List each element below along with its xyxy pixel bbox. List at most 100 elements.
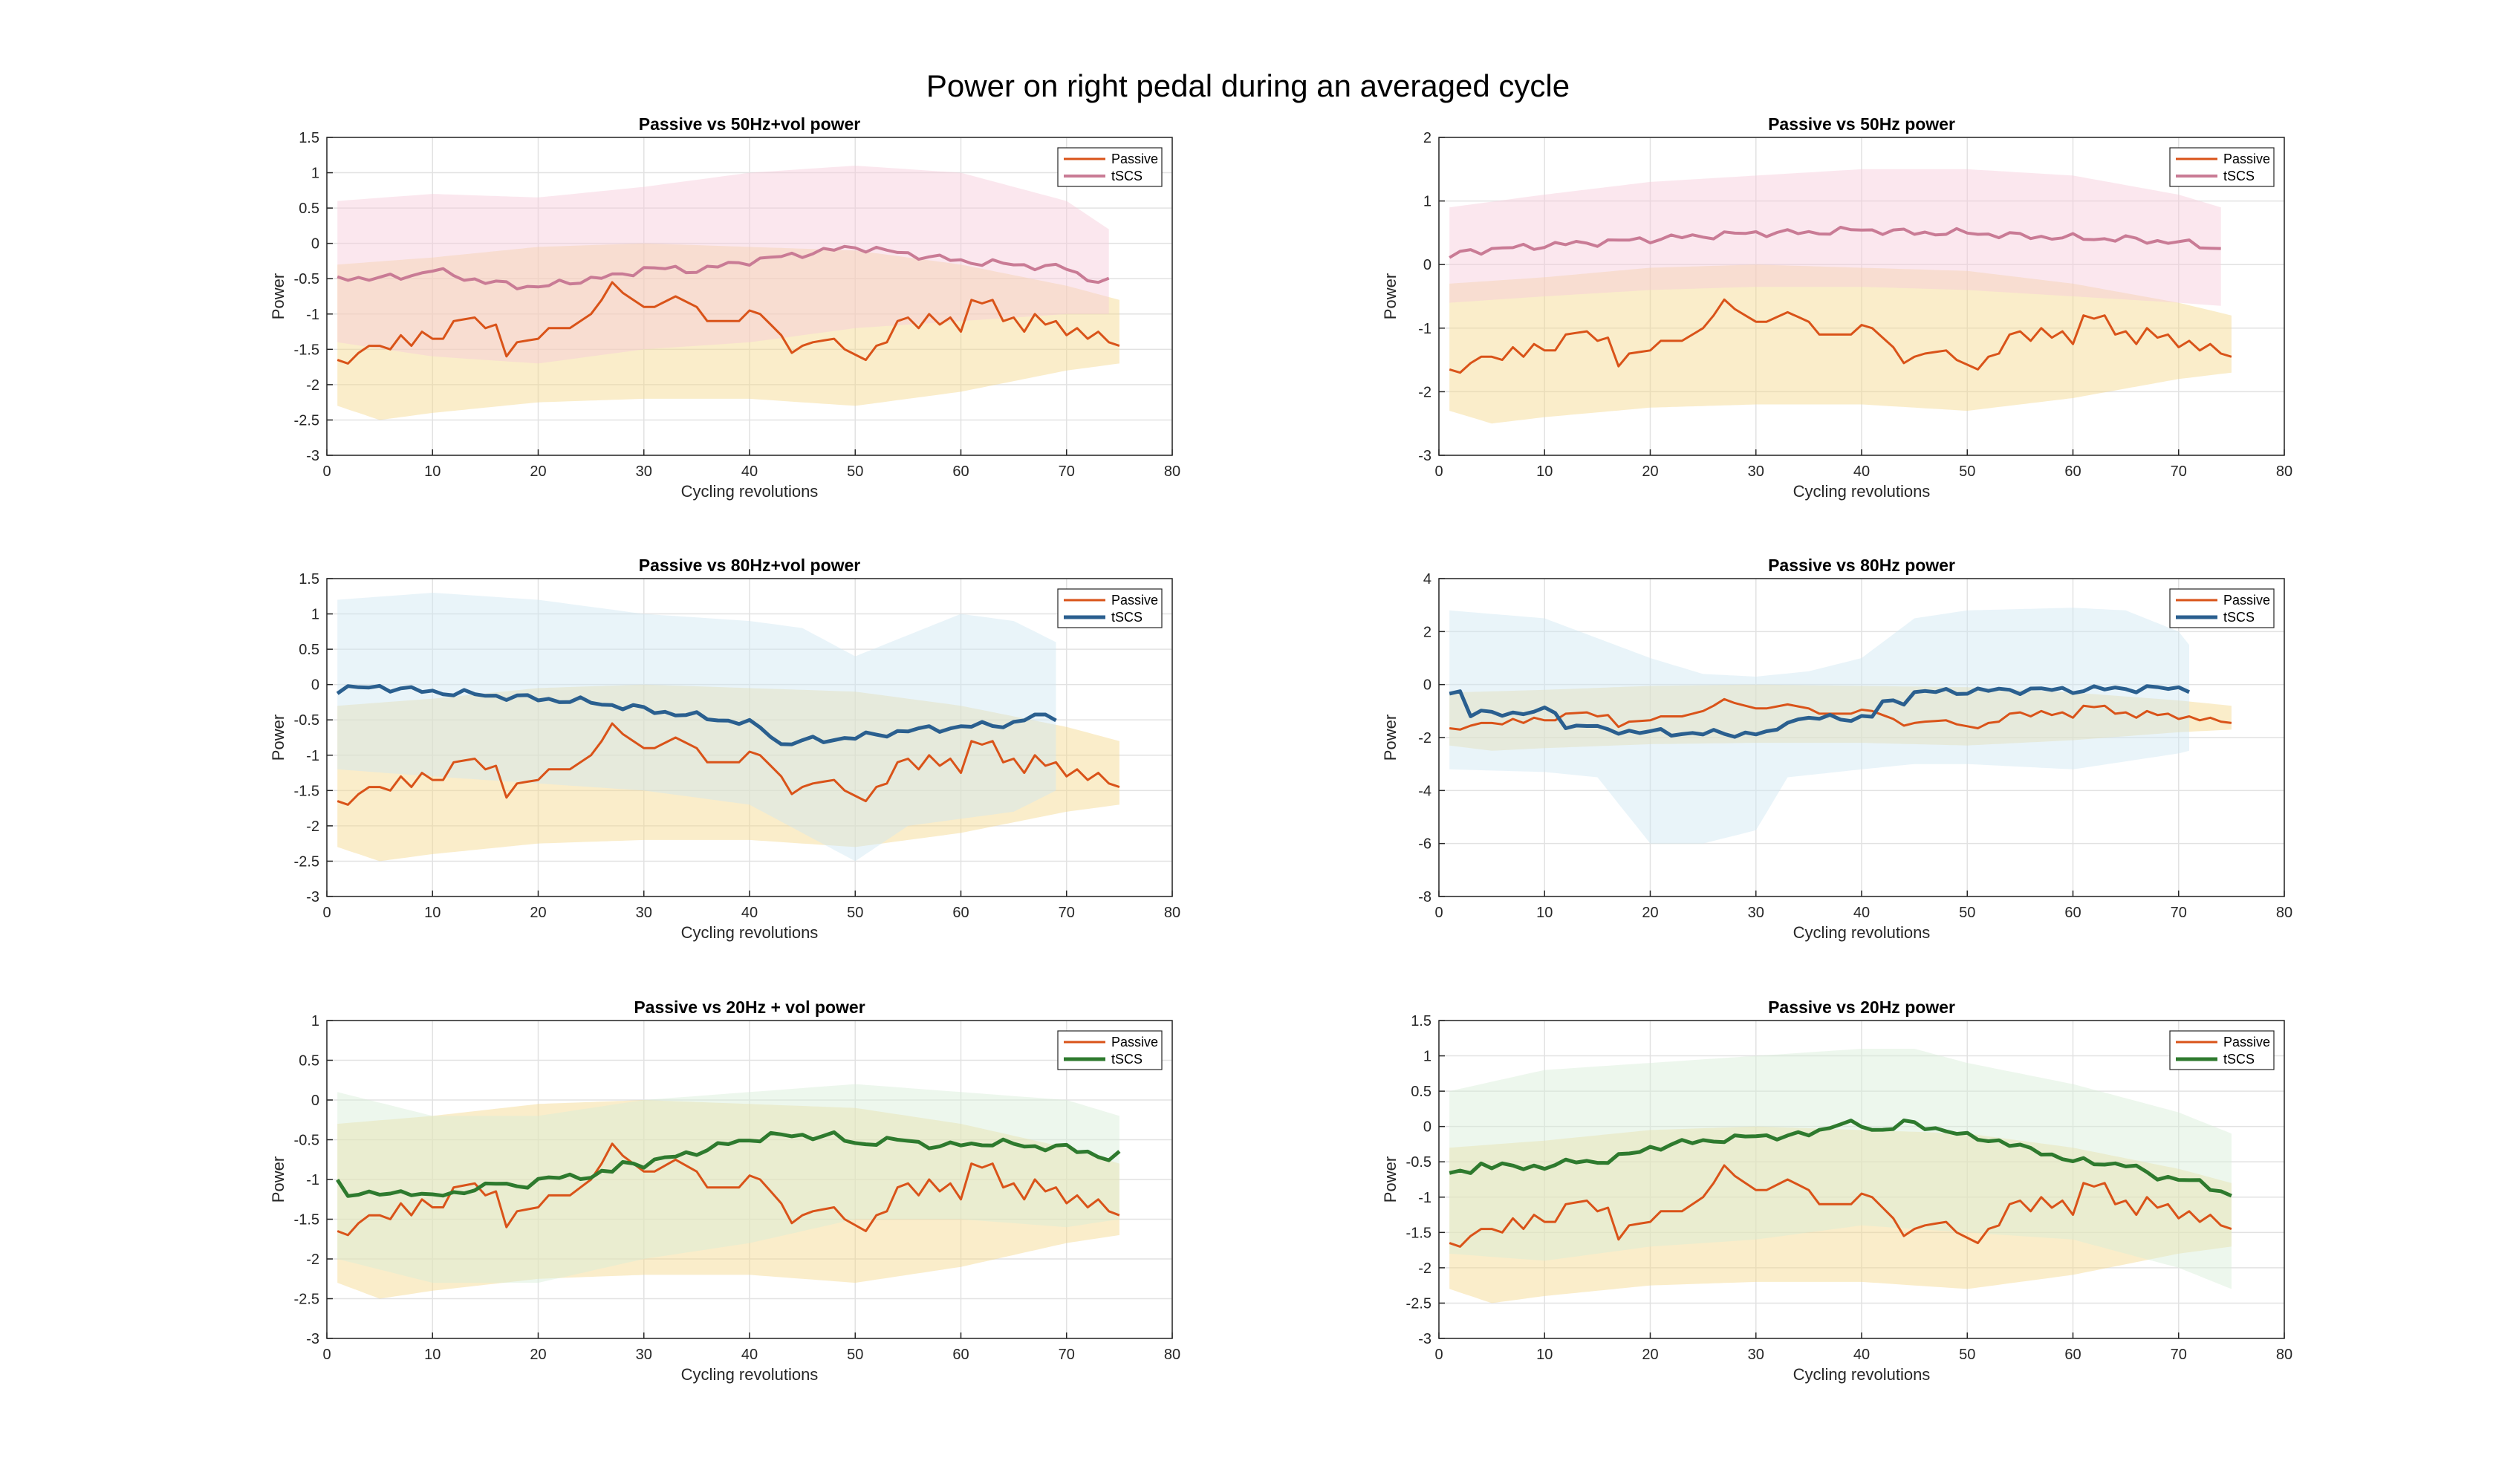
y-tick-label: 0 xyxy=(1423,677,1431,694)
x-tick-label: 30 xyxy=(1748,905,1764,921)
series-line-tscs xyxy=(1449,226,2221,259)
y-tick-label: 0 xyxy=(311,677,319,694)
x-tick-label: 80 xyxy=(1164,1347,1180,1363)
series-line-passive xyxy=(1449,298,2232,374)
legend-label-tscs: tSCS xyxy=(2223,1052,2255,1067)
series-line-tscs xyxy=(1449,684,2191,739)
y-tick-label: -3 xyxy=(306,1331,319,1347)
x-tick-label: 40 xyxy=(741,905,758,921)
x-tick-label: 10 xyxy=(1536,463,1553,480)
band-tscs xyxy=(337,1084,1119,1283)
x-tick-label: 50 xyxy=(847,905,863,921)
x-tick-label: 70 xyxy=(2171,463,2187,480)
x-tick-label: 30 xyxy=(636,463,652,480)
x-tick-label: 40 xyxy=(1853,1347,1870,1363)
band-passive xyxy=(1449,1126,2232,1304)
y-tick-label: -0.5 xyxy=(1406,1154,1431,1171)
y-tick-label: -3 xyxy=(306,889,319,905)
y-tick-label: 0 xyxy=(311,1093,319,1109)
x-tick-label: 20 xyxy=(1642,905,1658,921)
x-tick-label: 70 xyxy=(1059,463,1075,480)
legend-box xyxy=(2169,1030,2275,1070)
y-tick-label: 0.5 xyxy=(299,1053,319,1070)
y-tick-label: -0.5 xyxy=(294,271,319,287)
x-tick-label: 80 xyxy=(2276,1347,2292,1363)
legend: Passive tSCS xyxy=(2169,147,2275,187)
y-tick-label: 1.5 xyxy=(1411,1013,1431,1029)
legend-label-passive: Passive xyxy=(2223,593,2270,608)
legend-label-passive: Passive xyxy=(1111,593,1158,608)
x-tick-label: 30 xyxy=(1748,463,1764,480)
y-tick-label: -2.5 xyxy=(294,1292,319,1308)
y-tick-label: 1 xyxy=(311,1013,319,1029)
x-tick-label: 10 xyxy=(424,1347,441,1363)
x-tick-label: 80 xyxy=(1164,905,1180,921)
y-tick-label: 0.5 xyxy=(1411,1084,1431,1100)
chart-title: Passive vs 80Hz+vol power xyxy=(639,556,861,575)
x-axis-label: Cycling revolutions xyxy=(1793,923,1931,942)
x-tick-label: 60 xyxy=(952,1347,969,1363)
x-tick-label: 20 xyxy=(530,905,546,921)
y-tick-label: -2.5 xyxy=(294,412,319,429)
chart-panel-4: 0 10 20 30 40 50 60 70 80 -8 -6 -4 -2 0 2 4 Passive vs 8… xyxy=(1381,556,2292,942)
y-tick-label: -2 xyxy=(306,819,319,835)
y-tick-label: -1 xyxy=(1418,321,1431,337)
chart-title: Passive vs 20Hz power xyxy=(1768,998,1955,1017)
chart-panel-3: 0 10 20 30 40 50 60 70 80 -3 -2.5 -2 -1.5 -1 -0.5 0 0.5 1… xyxy=(269,556,1180,942)
series-line-passive xyxy=(1449,1164,2232,1248)
y-tick-label: -2 xyxy=(1418,1260,1431,1277)
chart-title: Passive vs 20Hz + vol power xyxy=(634,998,865,1017)
band-tscs xyxy=(1449,169,2221,306)
legend-label-passive: Passive xyxy=(1111,1035,1158,1049)
y-tick-label: -2 xyxy=(1418,384,1431,400)
x-tick-label: 20 xyxy=(530,463,546,480)
x-tick-label: 0 xyxy=(1434,1347,1443,1363)
y-tick-label: 1.5 xyxy=(299,571,319,588)
legend: Passive tSCS xyxy=(2169,1030,2275,1070)
y-tick-label: -2 xyxy=(1418,730,1431,746)
series-line-tscs xyxy=(1449,1119,2232,1198)
x-tick-label: 70 xyxy=(2171,905,2187,921)
y-tick-label: -6 xyxy=(1418,836,1431,853)
x-tick-label: 50 xyxy=(1959,463,1975,480)
y-axis-label: Power xyxy=(1381,715,1400,761)
x-axis-label: Cycling revolutions xyxy=(1793,1365,1931,1384)
y-tick-label: 1 xyxy=(1423,1049,1431,1065)
x-tick-label: 70 xyxy=(1059,1347,1075,1363)
legend-box xyxy=(1057,147,1163,187)
x-tick-label: 30 xyxy=(636,905,652,921)
y-axis-label: Power xyxy=(1381,273,1400,319)
legend-label-tscs: tSCS xyxy=(1111,1052,1143,1067)
x-tick-label: 0 xyxy=(322,463,331,480)
x-tick-label: 10 xyxy=(1536,905,1553,921)
legend: Passive tSCS xyxy=(2169,588,2275,628)
figure-title: Power on right pedal during an averaged … xyxy=(926,68,1570,103)
x-tick-label: 50 xyxy=(847,463,863,480)
legend-box xyxy=(2169,588,2275,628)
chart-panel-1: 0 10 20 30 40 50 60 70 80 -3 -2.5 -2 -1.5 -1 -0.5 0 0.5 1… xyxy=(269,114,1180,501)
y-tick-label: -2.5 xyxy=(294,853,319,870)
band-passive xyxy=(1449,264,2232,424)
y-tick-label: 1 xyxy=(311,166,319,182)
band-tscs xyxy=(1449,608,2189,844)
x-axis-label: Cycling revolutions xyxy=(681,923,819,942)
legend-label-tscs: tSCS xyxy=(1111,610,1143,625)
legend-label-tscs: tSCS xyxy=(2223,610,2255,625)
y-tick-label: 1 xyxy=(311,607,319,623)
y-tick-label: -1.5 xyxy=(294,1212,319,1228)
y-tick-label: 0.5 xyxy=(299,201,319,217)
y-tick-label: -1 xyxy=(306,307,319,323)
x-tick-label: 20 xyxy=(530,1347,546,1363)
y-tick-label: -3 xyxy=(1418,448,1431,464)
y-axis-label: Power xyxy=(269,715,287,761)
series-line-tscs xyxy=(337,244,1110,290)
series-line-passive xyxy=(337,722,1120,806)
y-tick-label: 1 xyxy=(1423,194,1431,210)
x-axis-label: Cycling revolutions xyxy=(681,1365,819,1384)
x-tick-label: 10 xyxy=(424,905,441,921)
x-tick-label: 0 xyxy=(1434,905,1443,921)
legend-box xyxy=(2169,147,2275,187)
x-tick-label: 60 xyxy=(952,905,969,921)
x-tick-label: 80 xyxy=(2276,905,2292,921)
y-tick-label: -3 xyxy=(306,448,319,464)
